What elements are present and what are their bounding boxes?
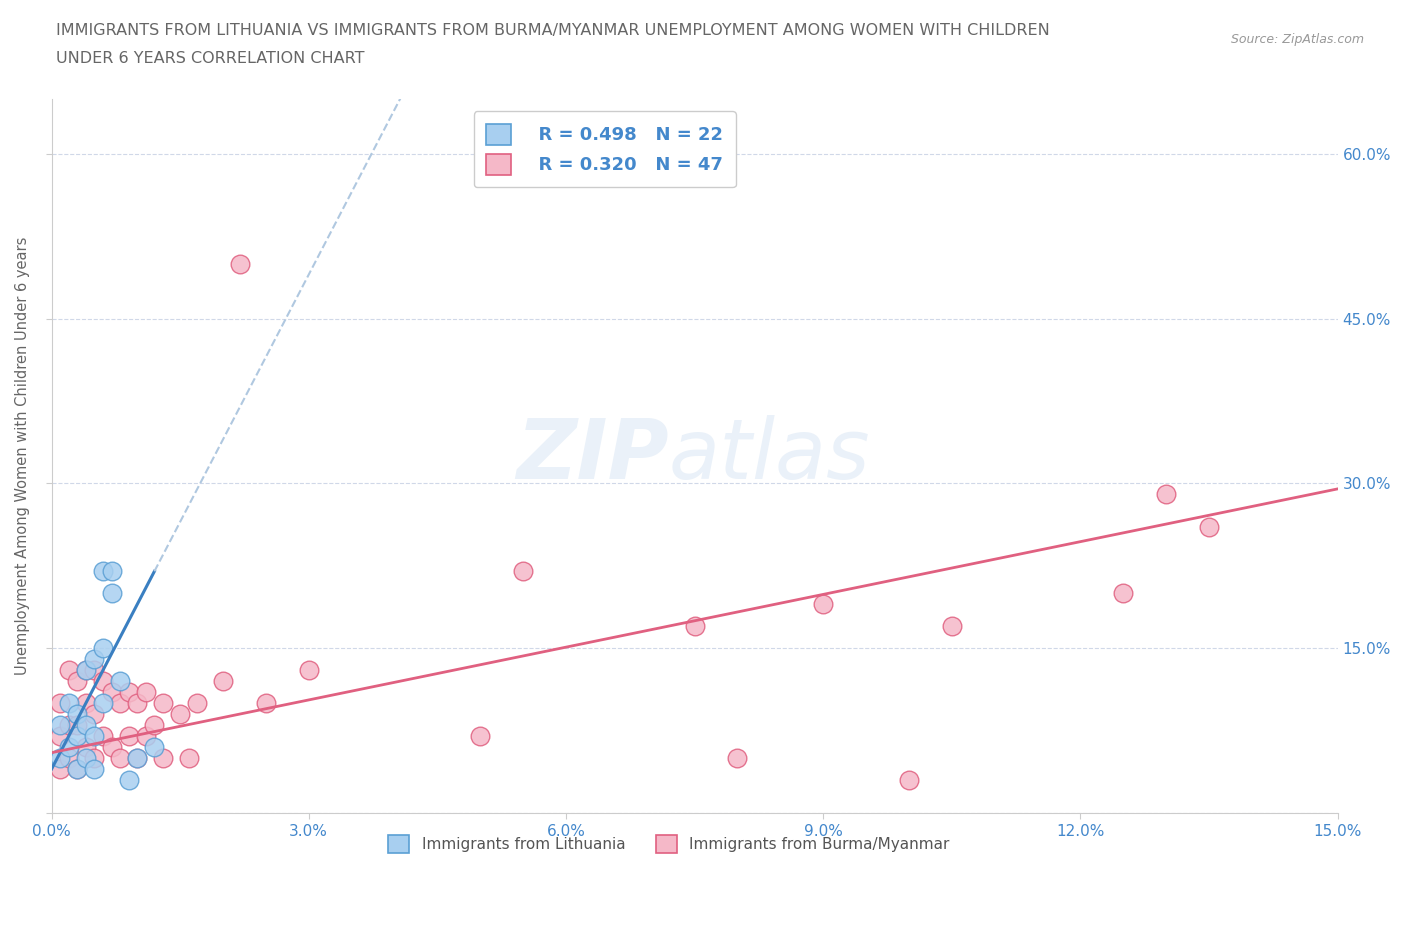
Point [83,762,105,777]
Point [91,674,114,689]
Point [66,762,89,777]
Point [49,762,72,777]
Point [75,663,97,678]
Point [470,729,492,744]
Point [127,751,149,765]
Point [1154,487,1177,502]
Legend: Immigrants from Lithuania, Immigrants from Burma/Myanmar: Immigrants from Lithuania, Immigrants fr… [382,830,956,859]
Point [58,751,80,765]
Point [83,652,105,667]
Point [91,729,114,744]
Point [897,773,920,788]
Point [143,739,166,754]
Point [135,684,157,699]
Point [152,696,174,711]
Point [108,751,131,765]
Point [83,729,105,744]
Point [169,707,191,722]
Point [100,564,122,578]
Point [298,663,321,678]
Point [49,696,72,711]
Point [66,707,89,722]
Point [108,674,131,689]
Point [811,597,834,612]
Text: IMMIGRANTS FROM LITHUANIA VS IMMIGRANTS FROM BURMA/MYANMAR UNEMPLOYMENT AMONG WO: IMMIGRANTS FROM LITHUANIA VS IMMIGRANTS … [56,23,1050,38]
Point [100,586,122,601]
Point [118,773,141,788]
Point [83,751,105,765]
Point [1112,586,1135,601]
Point [66,718,89,733]
Point [727,751,749,765]
Point [49,718,72,733]
Point [100,739,122,754]
Point [75,751,97,765]
Y-axis label: Unemployment Among Women with Children Under 6 years: Unemployment Among Women with Children U… [15,237,30,675]
Text: UNDER 6 YEARS CORRELATION CHART: UNDER 6 YEARS CORRELATION CHART [56,51,364,66]
Point [49,729,72,744]
Point [254,696,277,711]
Point [58,696,80,711]
Point [83,663,105,678]
Point [1198,520,1220,535]
Point [58,663,80,678]
Point [83,707,105,722]
Point [58,739,80,754]
Point [66,729,89,744]
Point [127,696,149,711]
Point [91,564,114,578]
Point [177,751,200,765]
Text: Source: ZipAtlas.com: Source: ZipAtlas.com [1230,33,1364,46]
Point [186,696,208,711]
Point [118,729,141,744]
Point [75,718,97,733]
Point [58,718,80,733]
Point [135,729,157,744]
Point [127,751,149,765]
Point [91,696,114,711]
Point [100,684,122,699]
Point [75,663,97,678]
Point [941,618,963,633]
Text: atlas: atlas [669,416,870,497]
Point [152,751,174,765]
Point [212,674,235,689]
Point [66,762,89,777]
Point [683,618,706,633]
Point [229,256,252,271]
Point [66,674,89,689]
Point [108,696,131,711]
Point [512,564,534,578]
Point [118,684,141,699]
Point [75,696,97,711]
Text: ZIP: ZIP [516,416,669,497]
Point [91,641,114,656]
Point [49,751,72,765]
Point [143,718,166,733]
Point [75,739,97,754]
